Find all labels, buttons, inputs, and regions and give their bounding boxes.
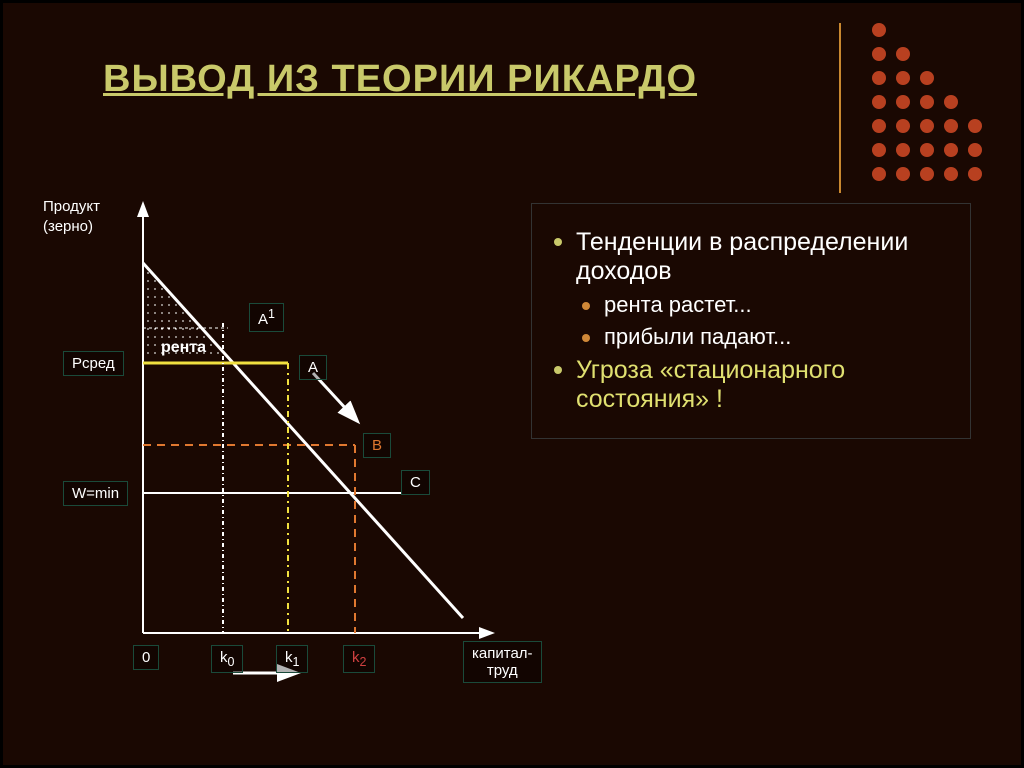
slide-title: ВЫВОД ИЗ ТЕОРИИ РИКАРДО [103,58,697,101]
bullet-rent: рента растет... [582,292,948,318]
bullet-text: прибыли падают... [604,324,791,350]
p-sred-label: Рсред [63,351,124,376]
a1-label: А1 [249,303,284,332]
chart-svg [43,203,513,683]
k2-label: k2 [343,645,375,673]
origin-label: 0 [133,645,159,670]
w-min-label: W=min [63,481,128,506]
b-label: B [363,433,391,458]
bullet-text: рента растет... [604,292,752,318]
bullet-profit: прибыли падают... [582,324,948,350]
k1-label: k1 [276,645,308,673]
y-axis-label-1: Продукт [43,198,100,215]
c-label: C [401,470,430,495]
bullet-text: Угроза «стационарного состояния» ! [576,356,948,414]
bullet-trends: Тенденции в распределении доходов [554,228,948,286]
renta-label: рента [161,339,206,357]
decorative-dot-grid [872,23,986,185]
bullet-text: Тенденции в распределении доходов [576,228,948,286]
decorative-vline [839,23,841,193]
bullet-icon [582,302,590,310]
bullet-icon [554,238,562,246]
x-axis-label: капитал-труд [463,641,542,683]
y-axis-label-2: (зерно) [43,218,93,235]
bullet-threat: Угроза «стационарного состояния» ! [554,356,948,414]
bullet-panel: Тенденции в распределении доходов рента … [531,203,971,439]
bullet-icon [554,366,562,374]
a-label: A [299,355,327,380]
k0-label: k0 [211,645,243,673]
bullet-icon [582,334,590,342]
ricardo-chart: Продукт (зерно) Рсред W=min рента А1 A B… [43,203,513,683]
